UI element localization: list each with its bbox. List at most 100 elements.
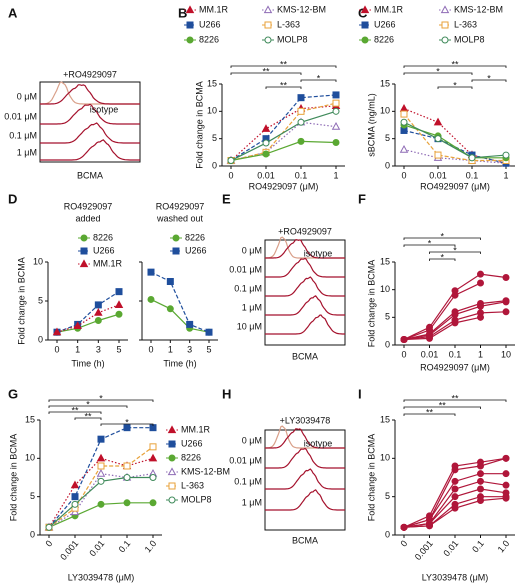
marker bbox=[332, 138, 340, 146]
y-tick-label: 10 bbox=[380, 106, 390, 116]
marker bbox=[186, 36, 194, 44]
marker bbox=[360, 5, 370, 14]
histogram-label: 1 μM bbox=[17, 147, 37, 157]
marker bbox=[451, 319, 459, 327]
y-tick-label: 0 bbox=[385, 339, 390, 349]
x-axis-label: RO4929097 (μM) bbox=[249, 181, 319, 191]
significance-label: * bbox=[453, 245, 457, 255]
marker bbox=[149, 443, 157, 451]
significance-label: ** bbox=[451, 59, 459, 69]
marker bbox=[186, 320, 194, 328]
significance-label: * bbox=[453, 80, 457, 90]
marker bbox=[332, 99, 340, 107]
marker bbox=[172, 234, 180, 242]
subplot-title: RO4929097 bbox=[64, 201, 113, 211]
marker bbox=[123, 462, 131, 470]
significance-bracket bbox=[265, 86, 302, 89]
y-tick-label: 15 bbox=[207, 78, 217, 88]
y-tick-label: 15 bbox=[25, 414, 35, 424]
y-tick-label: 10 bbox=[380, 284, 390, 294]
significance-label: ** bbox=[280, 80, 288, 90]
histogram-label: 0.1 μM bbox=[234, 476, 262, 486]
x-tick-label: 0 bbox=[43, 538, 54, 548]
panel-letter: B bbox=[178, 5, 187, 20]
x-tick-label: 0.1 bbox=[117, 538, 133, 554]
panel-subtitle: +RO4929097 bbox=[278, 226, 332, 236]
marker bbox=[400, 118, 408, 126]
marker bbox=[451, 466, 459, 474]
x-tick-label: 0 bbox=[401, 170, 406, 180]
series-line bbox=[56, 291, 120, 333]
marker bbox=[332, 91, 340, 99]
subplot-title: RO4929097 bbox=[156, 201, 205, 211]
x-tick-label: 3 bbox=[187, 344, 192, 354]
histogram-label: 0 μM bbox=[242, 435, 262, 445]
y-tick-label: 5 bbox=[385, 312, 390, 322]
series-line bbox=[403, 282, 481, 341]
marker bbox=[434, 151, 442, 159]
panel-letter: I bbox=[358, 386, 362, 401]
marker bbox=[167, 425, 177, 434]
marker bbox=[227, 157, 235, 165]
histogram-label: 0 μM bbox=[17, 91, 37, 101]
x-tick-label: 0.01 bbox=[87, 538, 106, 558]
significance-label: * bbox=[487, 73, 491, 83]
series-line bbox=[230, 110, 337, 162]
x-axis-label: Time (h) bbox=[71, 358, 104, 368]
significance-label: ** bbox=[439, 400, 447, 410]
significance-bracket bbox=[74, 417, 102, 420]
legend-label: KMS-12-BM bbox=[454, 4, 503, 14]
marker bbox=[441, 36, 449, 44]
significance-label: ** bbox=[426, 407, 434, 417]
legend-label: MOLP8 bbox=[454, 34, 485, 44]
legend-label: U266 bbox=[185, 245, 207, 255]
x-tick-label: 5 bbox=[116, 344, 121, 354]
isotype-label: isotype bbox=[304, 248, 333, 258]
marker bbox=[502, 298, 510, 306]
marker bbox=[297, 118, 305, 126]
subplot-title: added bbox=[75, 213, 100, 223]
y-tick-label: 0 bbox=[385, 529, 390, 539]
marker bbox=[477, 462, 484, 470]
marker bbox=[451, 477, 459, 485]
series-line bbox=[403, 316, 481, 341]
histogram-curve bbox=[40, 84, 140, 105]
marker bbox=[96, 453, 106, 462]
marker bbox=[94, 308, 103, 316]
significance-label: * bbox=[440, 252, 444, 262]
x-tick-label: 0.01 bbox=[441, 538, 460, 558]
histogram-curve bbox=[40, 122, 140, 144]
histogram-label: 0.1 μM bbox=[234, 284, 262, 294]
legend-label: U266 bbox=[374, 19, 396, 29]
panel-letter: A bbox=[8, 5, 18, 20]
y-tick-label: 0 bbox=[30, 529, 35, 539]
marker bbox=[147, 295, 155, 303]
marker bbox=[45, 523, 53, 531]
marker bbox=[332, 107, 340, 115]
marker bbox=[502, 454, 510, 462]
marker bbox=[264, 36, 272, 44]
histogram-label: 0 μM bbox=[242, 246, 262, 256]
x-tick-label: 0.01 bbox=[429, 170, 447, 180]
x-axis-label: LY3039478 (μM) bbox=[68, 572, 135, 582]
legend-label: MM.1R bbox=[199, 4, 229, 14]
x-tick-label: 0.01 bbox=[257, 170, 275, 180]
legend-label: U266 bbox=[181, 438, 203, 448]
marker bbox=[502, 481, 510, 489]
marker bbox=[94, 317, 102, 324]
histogram-curve bbox=[265, 489, 345, 511]
y-tick-label: 0 bbox=[385, 160, 390, 170]
series-line bbox=[403, 113, 506, 162]
significance-label: * bbox=[317, 73, 321, 83]
series-line bbox=[230, 94, 337, 162]
series-line bbox=[150, 298, 210, 333]
marker bbox=[451, 493, 459, 501]
marker bbox=[468, 154, 476, 162]
histogram-curve bbox=[265, 239, 345, 259]
significance-label: ** bbox=[84, 411, 92, 421]
legend-label: L-363 bbox=[181, 480, 204, 490]
histogram-curve bbox=[40, 139, 140, 161]
marker bbox=[477, 477, 484, 485]
legend-label: MM.1R bbox=[374, 4, 404, 14]
marker bbox=[263, 5, 273, 14]
